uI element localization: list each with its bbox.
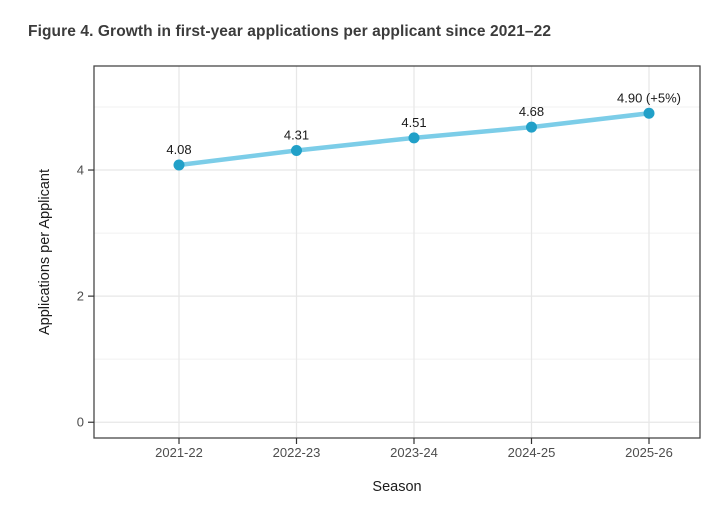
data-point <box>291 144 302 156</box>
plot-panel <box>94 66 700 438</box>
y-tick-label: 4 <box>77 163 84 178</box>
x-tick-label: 2021-22 <box>155 445 203 460</box>
data-point-label: 4.68 <box>519 104 544 119</box>
x-tick-label: 2023-24 <box>390 445 438 460</box>
data-point <box>526 121 537 133</box>
y-axis-title: Applications per Applicant <box>37 168 53 336</box>
figure-title: Figure 4. Growth in first-year applicati… <box>28 23 552 40</box>
data-point-label: 4.08 <box>166 142 191 157</box>
y-tick-label: 2 <box>77 289 84 304</box>
data-point-label: 4.31 <box>284 127 309 142</box>
panel-border <box>93 65 701 439</box>
y-tick-label: 0 <box>77 415 84 430</box>
x-axis-title: Season <box>372 479 422 495</box>
x-tick-label: 2025-26 <box>625 445 673 460</box>
data-point <box>408 132 420 144</box>
data-point <box>173 159 185 171</box>
data-point <box>643 107 655 119</box>
data-point-label: 4.90 (+5%) <box>617 90 681 105</box>
x-tick-label: 2022-23 <box>273 445 321 460</box>
x-tick-label: 2024-25 <box>508 445 556 460</box>
data-point-label: 4.51 <box>401 115 426 130</box>
